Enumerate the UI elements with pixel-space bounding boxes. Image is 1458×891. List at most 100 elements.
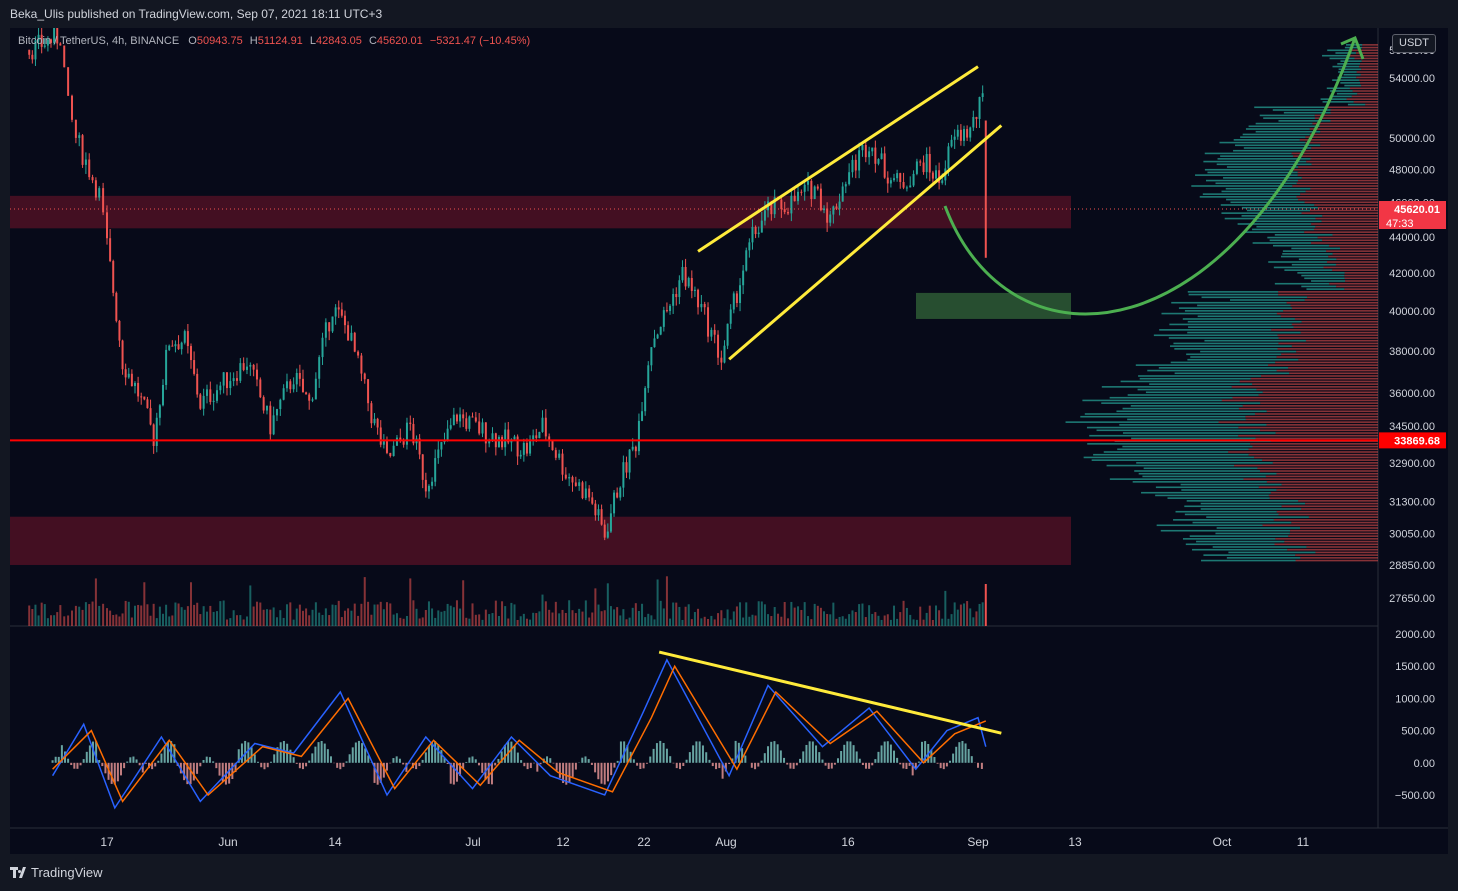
candle[interactable] <box>350 332 353 341</box>
candle[interactable] <box>600 509 603 525</box>
candle[interactable] <box>613 492 616 514</box>
candle[interactable] <box>773 197 776 215</box>
candle[interactable] <box>707 307 710 337</box>
candle[interactable] <box>751 226 754 243</box>
demand-zone[interactable] <box>916 292 1071 319</box>
candle[interactable] <box>395 437 398 446</box>
candle[interactable] <box>295 372 298 385</box>
candle[interactable] <box>835 206 838 209</box>
candle[interactable] <box>893 178 896 181</box>
candle[interactable] <box>848 172 851 185</box>
candle[interactable] <box>868 151 871 158</box>
candle[interactable] <box>861 144 864 151</box>
candle[interactable] <box>603 524 606 538</box>
candle[interactable] <box>289 381 292 390</box>
candle[interactable] <box>421 454 424 480</box>
candle[interactable] <box>838 201 841 209</box>
candle[interactable] <box>452 414 455 426</box>
candle[interactable] <box>232 378 235 382</box>
candle[interactable] <box>124 369 127 378</box>
candle[interactable] <box>896 173 899 179</box>
candle[interactable] <box>382 441 385 445</box>
candle[interactable] <box>713 329 716 335</box>
candle[interactable] <box>516 436 519 457</box>
support-zone[interactable] <box>10 516 1071 565</box>
candle[interactable] <box>137 382 140 397</box>
candle[interactable] <box>672 294 675 306</box>
candle[interactable] <box>919 161 922 163</box>
candle[interactable] <box>434 458 437 482</box>
candle[interactable] <box>732 293 735 310</box>
candle[interactable] <box>959 129 962 141</box>
candle[interactable] <box>318 357 321 379</box>
candle[interactable] <box>43 45 46 47</box>
candle[interactable] <box>71 95 74 120</box>
candle[interactable] <box>644 388 647 412</box>
candle[interactable] <box>314 378 317 400</box>
candle[interactable] <box>165 349 168 385</box>
chart-canvas[interactable]: 56000.0054000.0050000.0048000.0046000.00… <box>10 28 1448 854</box>
candle[interactable] <box>522 442 525 455</box>
candle[interactable] <box>588 488 591 498</box>
candle[interactable] <box>249 364 252 367</box>
candle[interactable] <box>519 454 522 457</box>
candle[interactable] <box>412 423 415 444</box>
candle[interactable] <box>112 261 115 293</box>
candle[interactable] <box>367 379 370 404</box>
candle[interactable] <box>308 394 311 401</box>
candle[interactable] <box>880 153 883 160</box>
candle[interactable] <box>513 436 516 440</box>
candle[interactable] <box>571 477 574 483</box>
candle[interactable] <box>471 416 474 418</box>
candle[interactable] <box>146 399 149 409</box>
candle[interactable] <box>440 442 443 450</box>
candle[interactable] <box>858 150 861 171</box>
candle[interactable] <box>783 209 786 213</box>
candle[interactable] <box>431 481 434 486</box>
candle[interactable] <box>905 187 908 189</box>
candle[interactable] <box>529 439 532 454</box>
candle[interactable] <box>53 28 56 43</box>
candle[interactable] <box>504 429 507 448</box>
candle[interactable] <box>478 421 481 434</box>
candle[interactable] <box>205 389 208 396</box>
candle[interactable] <box>616 492 619 498</box>
candle[interactable] <box>265 405 268 411</box>
candle[interactable] <box>446 428 449 441</box>
candle[interactable] <box>102 188 105 213</box>
candle[interactable] <box>301 378 304 393</box>
candle[interactable] <box>275 409 278 416</box>
candle[interactable] <box>544 417 547 437</box>
candle[interactable] <box>558 453 561 458</box>
candle[interactable] <box>168 345 171 350</box>
candle[interactable] <box>392 445 395 456</box>
candle[interactable] <box>754 226 757 235</box>
candle[interactable] <box>189 346 192 361</box>
candle[interactable] <box>938 170 941 183</box>
symbol-name[interactable]: Bitcoin / TetherUS, 4h, BINANCE <box>18 35 180 47</box>
candle[interactable] <box>969 127 972 138</box>
candle[interactable] <box>631 446 634 450</box>
candle[interactable] <box>347 325 350 341</box>
candle[interactable] <box>215 390 218 401</box>
candle[interactable] <box>56 28 59 44</box>
candle[interactable] <box>242 363 245 370</box>
candle[interactable] <box>770 201 773 215</box>
candle[interactable] <box>803 184 806 192</box>
candle[interactable] <box>787 212 790 214</box>
candle[interactable] <box>40 34 43 47</box>
candle[interactable] <box>46 39 49 46</box>
candle[interactable] <box>501 436 504 448</box>
candle[interactable] <box>816 186 819 189</box>
candle[interactable] <box>594 503 597 516</box>
candle[interactable] <box>269 405 272 435</box>
candle[interactable] <box>981 93 984 98</box>
candle[interactable] <box>63 45 66 68</box>
candle[interactable] <box>127 373 130 378</box>
candle[interactable] <box>180 342 183 350</box>
channel-upper-line[interactable] <box>697 65 979 253</box>
candle[interactable] <box>360 355 363 374</box>
candle[interactable] <box>357 351 360 356</box>
candle[interactable] <box>829 214 832 223</box>
candle[interactable] <box>474 417 477 422</box>
